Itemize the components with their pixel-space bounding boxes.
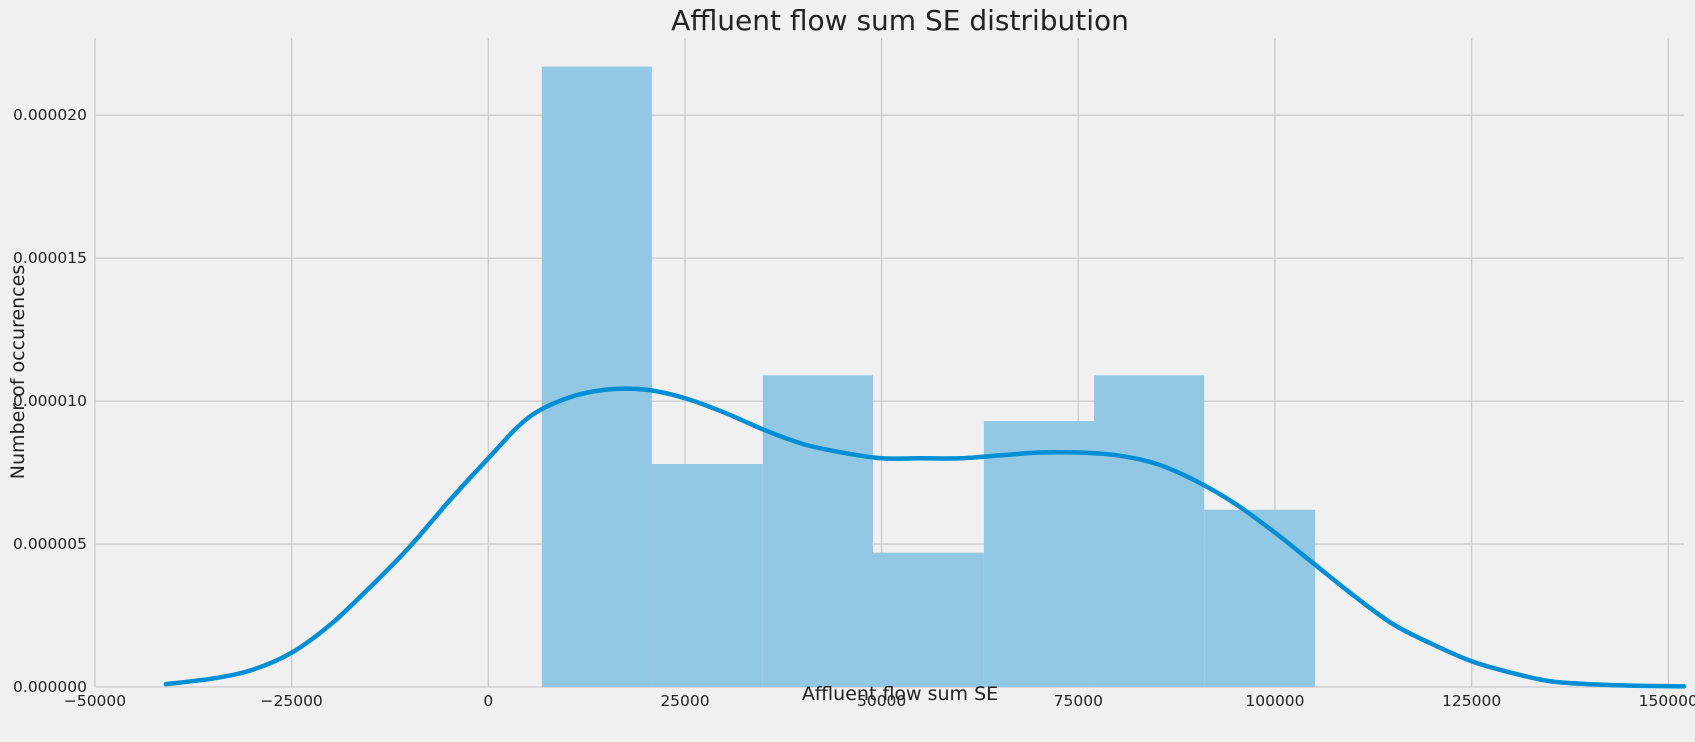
- y-tick-label: 0.000010: [13, 392, 87, 410]
- x-tick-label: 0: [483, 692, 493, 710]
- histogram-bars: [541, 66, 1316, 687]
- x-tick-label: 100000: [1245, 692, 1304, 710]
- kde-curve-layer: [163, 386, 1687, 689]
- x-tick-label: 25000: [660, 692, 709, 710]
- kde-line: [163, 386, 1687, 689]
- histogram-bar: [1094, 375, 1205, 687]
- y-tick-label: 0.000015: [13, 249, 87, 267]
- x-tick-label: 150000: [1639, 692, 1695, 710]
- histogram-bar: [983, 421, 1095, 687]
- x-tick-label: 75000: [1054, 692, 1103, 710]
- histogram-bar: [762, 375, 873, 687]
- histogram-bar: [651, 463, 763, 687]
- x-axis-label: Affluent flow sum SE: [802, 683, 998, 705]
- x-tick-label: −50000: [64, 692, 126, 710]
- y-axis-label: Number of occurences: [7, 265, 29, 479]
- y-tick-label: 0.000005: [13, 535, 87, 553]
- chart-title: Affluent flow sum SE distribution: [671, 4, 1129, 37]
- tick-labels: −50000 −25000 0 25000 50000 75000 100000 125000…: [13, 106, 1695, 710]
- x-tick-label: 125000: [1442, 692, 1501, 710]
- histogram-bar: [1204, 509, 1316, 687]
- x-tick-label: −25000: [261, 692, 323, 710]
- x-tick-label: 50000: [857, 692, 906, 710]
- grid: [94, 38, 1684, 688]
- y-tick-label: 0.000000: [13, 678, 87, 696]
- y-tick-label: 0.000020: [13, 106, 87, 124]
- histogram-bar: [541, 66, 652, 687]
- histogram-bar: [872, 552, 984, 687]
